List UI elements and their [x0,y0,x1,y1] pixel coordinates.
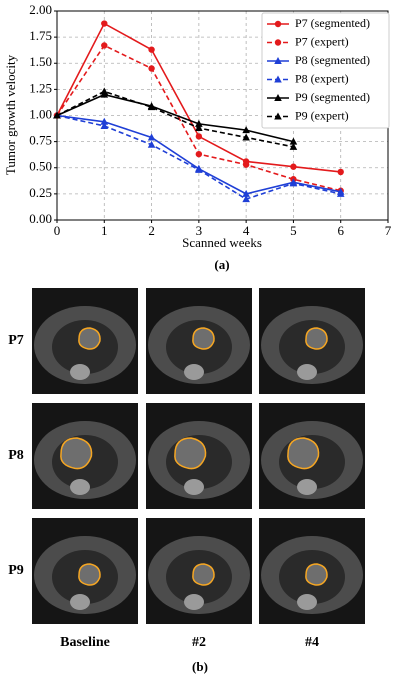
point [148,65,155,72]
y-tick-label: 1.75 [29,28,52,43]
x-tick-label: 4 [243,223,250,238]
legend-marker [274,39,282,46]
point [100,117,109,125]
y-tick-label: 2.00 [29,2,52,17]
point [148,46,155,53]
mri-spine [184,479,204,495]
legend-label: P9 (segmented) [295,90,370,104]
point [289,179,298,187]
tumor-contour [78,327,101,350]
legend-label: P8 (segmented) [295,53,370,67]
point [147,133,156,141]
point [101,20,108,27]
tumor-contour [192,563,215,586]
mri-spine [184,594,204,610]
tumor-contour [305,563,328,586]
x-tick-label: 6 [337,223,344,238]
x-tick-label: 2 [148,223,155,238]
mri-spine [184,364,204,380]
point [290,163,297,170]
mri-spine [297,364,317,380]
point [53,111,61,119]
x-tick-label: 1 [101,223,108,238]
legend-label: P7 (segmented) [295,16,370,30]
point [195,124,203,132]
caption-a: (a) [214,257,229,272]
legend-label: P7 (expert) [295,34,349,48]
row-label: P8 [8,448,24,463]
mri-spine [297,479,317,495]
y-axis-label: Tumor growth velocity [3,54,18,175]
point [289,142,298,150]
legend-label: P9 (expert) [295,108,349,122]
x-axis-label: Scanned weeks [182,235,262,250]
tumor-contour [287,437,320,470]
legend-box [261,12,390,129]
point [337,168,344,176]
x-tick-label: 7 [385,223,392,238]
legend-label: P8 (expert) [295,71,349,85]
mri-spine [70,479,90,495]
y-tick-label: 0.75 [29,133,52,148]
legend-marker [274,112,282,120]
point [147,103,156,111]
point [195,133,203,140]
point [336,189,345,197]
point [147,140,156,148]
point [242,189,250,197]
y-tick-label: 0.50 [29,159,52,174]
column-label: #2 [192,635,206,650]
tumor-contour [60,437,93,470]
y-tick-label: 1.50 [29,54,52,69]
legend-marker [274,75,282,83]
mri-spine [297,594,317,610]
caption-b: (b) [192,659,208,674]
y-tick-label: 0.00 [29,211,52,226]
point [242,161,250,168]
point [195,119,203,127]
series-line [56,93,294,143]
point [242,133,250,141]
point [101,42,108,49]
y-tick-label: 1.00 [29,106,52,121]
mri-spine [70,364,90,380]
column-label: Baseline [60,635,110,650]
point [195,165,203,173]
x-tick-label: 5 [290,223,297,238]
tumor-contour [305,327,328,350]
point [195,150,203,158]
x-tick-label: 0 [54,223,61,238]
y-tick-label: 0.25 [29,185,52,200]
point [100,121,109,129]
point [242,195,250,203]
y-tick-label: 1.25 [29,80,52,95]
point [100,87,109,95]
legend-marker [274,94,282,101]
point [242,126,250,134]
row-label: P9 [8,563,24,578]
legend-marker [274,57,282,64]
tumor-contour [174,437,207,470]
point [289,137,298,145]
series-line [56,90,294,148]
mri-spine [70,594,90,610]
x-tick-label: 3 [196,223,203,238]
tumor-contour [192,327,215,350]
tumor-contour [78,563,101,586]
column-label: #4 [305,635,319,650]
legend-marker [274,20,282,28]
row-label: P7 [8,333,24,348]
